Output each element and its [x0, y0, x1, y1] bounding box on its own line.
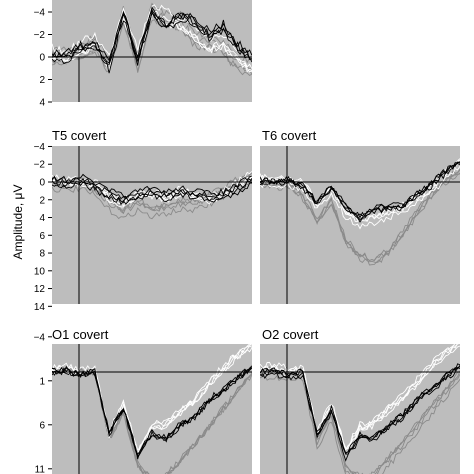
plot-area-o1: [52, 344, 252, 474]
trace-line: [260, 169, 460, 262]
trace-line: [52, 4, 252, 61]
traces-o2: [260, 344, 460, 474]
y-tick-label: −4: [34, 142, 46, 153]
trace-line: [52, 365, 252, 455]
y-axis-label: Amplitude, μV: [11, 185, 25, 260]
panel-title-t6: T6 covert: [262, 128, 317, 143]
trace-line: [260, 366, 460, 455]
y-tick-label: −2: [34, 160, 46, 171]
trace-line: [52, 10, 252, 74]
y-tick-label: 10: [34, 266, 46, 277]
y-tick-label: 0: [39, 53, 45, 64]
y-tick-label: 11: [35, 464, 46, 474]
y-tick-label: −2: [34, 30, 46, 41]
trace-line: [52, 176, 252, 200]
y-tick-label: 1: [39, 376, 45, 387]
trace-line: [260, 161, 460, 221]
trace-line: [260, 172, 460, 264]
y-tick-label: 0: [39, 178, 45, 189]
trace-line: [52, 367, 252, 457]
y-tick-label: 2: [39, 195, 45, 206]
y-tick-label: 6: [39, 231, 45, 242]
y-tick-label: 2: [39, 75, 45, 86]
trace-line: [260, 344, 460, 450]
panel-title-o1: O1 covert: [52, 327, 109, 342]
y-tick-label: −4: [34, 332, 46, 343]
trace-line: [52, 173, 252, 198]
trace-line: [260, 375, 460, 474]
panel-o1: O1 covert −4 1 6 11: [34, 327, 252, 474]
trace-line: [52, 344, 252, 451]
trace-line: [52, 181, 252, 206]
plot-area-t6: [260, 146, 460, 304]
trace-line: [260, 344, 456, 452]
panel-title-t5: T5 covert: [52, 128, 107, 143]
panel-t6: T6 covert: [260, 128, 460, 304]
trace-line: [260, 365, 460, 454]
plot-area-o2: [260, 344, 460, 474]
trace-line: [260, 165, 460, 230]
y-ticks-o1: −4 1 6 11: [34, 332, 52, 474]
traces-top: [52, 2, 252, 76]
y-tick-label: 8: [39, 249, 45, 260]
y-tick-label: 4: [39, 213, 45, 224]
y-tick-label: 4: [39, 98, 45, 109]
panel-t5: T5 covert −4 −2 0 2 4 6 8 10 12 14: [34, 128, 252, 313]
traces-o1: [52, 344, 252, 474]
trace-line: [260, 161, 460, 219]
panel-o2: O2 covert: [260, 327, 460, 474]
y-tick-label: 12: [34, 284, 46, 295]
panel-top: −4 −2 0 2 4: [34, 0, 252, 109]
y-ticks-t5: −4 −2 0 2 4 6 8 10 12 14: [34, 142, 52, 313]
plot-area-t5: [52, 146, 252, 304]
y-tick-label: 14: [34, 302, 46, 313]
y-tick-label: −4: [34, 8, 46, 19]
y-tick-label: 6: [39, 420, 45, 431]
panel-title-o2: O2 covert: [262, 327, 319, 342]
trace-line: [52, 9, 252, 64]
y-ticks-top: −4 −2 0 2 4: [34, 8, 52, 109]
